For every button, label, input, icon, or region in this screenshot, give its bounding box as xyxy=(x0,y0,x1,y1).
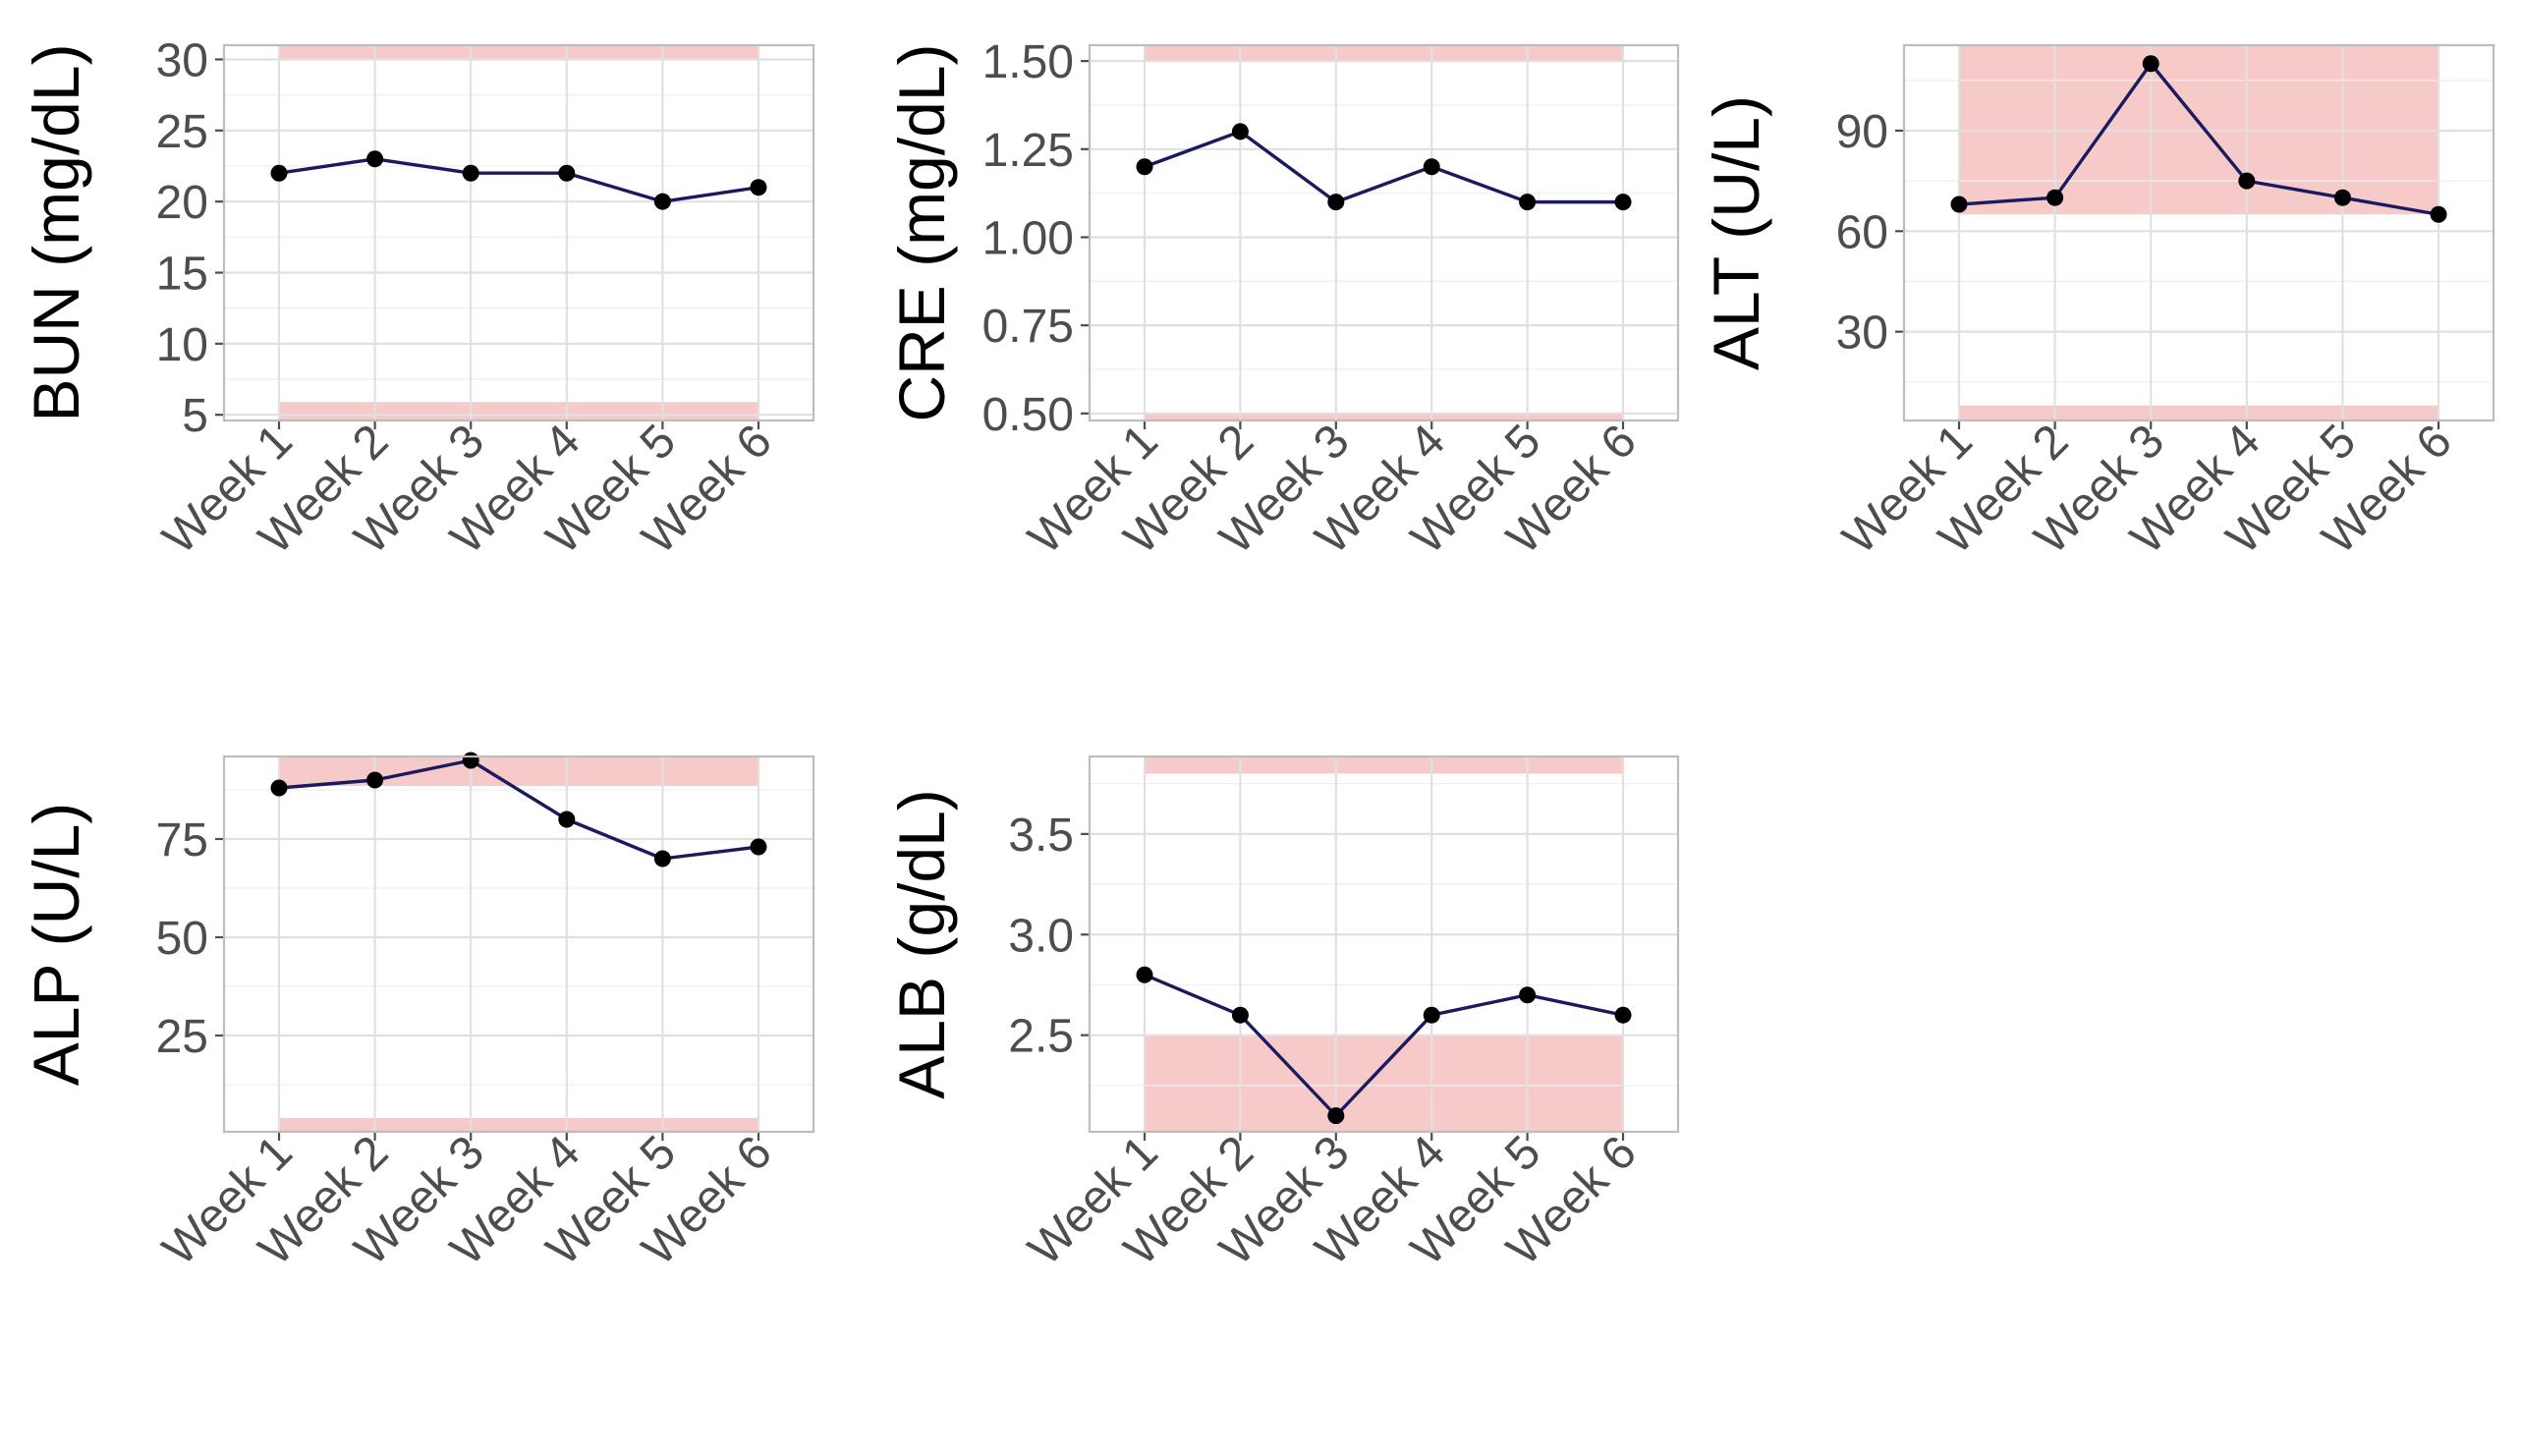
alt-panel-frame xyxy=(1902,43,2495,422)
alt-data-point-4 xyxy=(2238,172,2256,190)
alp-data-point-4 xyxy=(558,811,576,828)
alb-panel-frame xyxy=(1088,755,1680,1134)
alt-data-point-3 xyxy=(2142,55,2159,73)
alb-data-point-1 xyxy=(1136,966,1153,983)
cre-abnormal-band-1 xyxy=(1145,413,1623,420)
alp-data-point-5 xyxy=(653,850,671,868)
alt-series-line xyxy=(1958,62,2439,216)
cre-data-point-5 xyxy=(1519,194,1537,211)
alt-y-tick-label: 30 xyxy=(1836,308,1888,360)
alp-series-line xyxy=(278,758,759,861)
cre-data-point-3 xyxy=(1327,194,1345,211)
bun-y-tick-label: 25 xyxy=(156,106,208,158)
alp-y-tick-label: 25 xyxy=(156,1011,208,1063)
alb-y-tick-label: 2.5 xyxy=(1008,1011,1074,1063)
alb-y-tick-label: 3.5 xyxy=(1008,810,1074,862)
alb-data-point-5 xyxy=(1519,986,1537,1004)
bun-y-tick-label: 15 xyxy=(156,249,208,301)
bun-data-point-2 xyxy=(366,150,384,168)
cre-y-tick-label: 1.50 xyxy=(982,36,1074,88)
cre-panel-frame xyxy=(1088,43,1680,422)
alp-y-axis-title: ALP (U/L) xyxy=(20,803,92,1087)
cre-data-point-4 xyxy=(1423,158,1440,176)
alb-data-point-6 xyxy=(1614,1006,1632,1024)
alb-abnormal-band-1 xyxy=(1145,1035,1623,1132)
cre-abnormal-band-2 xyxy=(1145,45,1623,62)
alt-y-axis-title: ALT (U/L) xyxy=(1700,95,1772,370)
alb-series-line xyxy=(1144,973,1624,1118)
alt-abnormal-band-1 xyxy=(1959,405,2439,420)
bun-data-point-3 xyxy=(462,164,479,182)
cre-y-axis-title: CRE (mg/dL) xyxy=(885,43,958,421)
bun-data-point-5 xyxy=(653,193,671,210)
cre-y-tick-label: 1.00 xyxy=(982,212,1074,264)
bun-data-point-4 xyxy=(558,164,576,182)
bun-y-tick-label: 30 xyxy=(156,34,208,86)
bun-data-point-6 xyxy=(750,179,767,196)
cre-y-tick-label: 0.50 xyxy=(982,389,1074,441)
bun-y-tick-label: 20 xyxy=(156,177,208,229)
bun-y-axis-title: BUN (mg/dL) xyxy=(20,43,92,421)
cre-series-line xyxy=(1144,130,1623,204)
alp-y-tick-label: 75 xyxy=(156,814,208,867)
cre-y-tick-label: 0.75 xyxy=(982,301,1074,353)
bun-panel-frame xyxy=(222,43,815,422)
cre-data-point-2 xyxy=(1231,123,1249,140)
bun-abnormal-band-2 xyxy=(279,45,758,61)
alb-y-tick-label: 3.0 xyxy=(1008,910,1074,962)
alp-data-point-3 xyxy=(462,752,479,769)
alt-data-point-2 xyxy=(2046,189,2064,206)
alt-data-point-1 xyxy=(1950,196,1968,213)
alt-y-tick-label: 90 xyxy=(1836,106,1888,158)
alb-data-point-2 xyxy=(1231,1006,1249,1024)
alp-panel-frame xyxy=(222,755,815,1134)
alp-abnormal-band-1 xyxy=(279,1118,758,1132)
alb-data-point-4 xyxy=(1423,1006,1440,1024)
alt-data-point-5 xyxy=(2333,189,2351,206)
alp-data-point-6 xyxy=(750,838,767,856)
bun-y-tick-label: 5 xyxy=(182,390,208,442)
cre-data-point-1 xyxy=(1136,158,1153,176)
alb-abnormal-band-2 xyxy=(1145,756,1623,774)
alp-data-point-2 xyxy=(366,771,384,789)
alp-data-point-1 xyxy=(270,779,288,797)
alt-y-tick-label: 60 xyxy=(1836,206,1888,258)
alb-data-point-3 xyxy=(1327,1107,1345,1125)
alt-data-point-6 xyxy=(2430,205,2447,223)
bun-data-point-1 xyxy=(270,164,288,182)
bun-abnormal-band-1 xyxy=(279,402,758,420)
bun-series-line xyxy=(278,157,759,203)
cre-data-point-6 xyxy=(1614,194,1632,211)
alp-y-tick-label: 50 xyxy=(156,913,208,965)
cre-y-tick-label: 1.25 xyxy=(982,125,1074,177)
alb-y-axis-title: ALB (g/dL) xyxy=(885,789,958,1099)
bun-y-tick-label: 10 xyxy=(156,319,208,371)
